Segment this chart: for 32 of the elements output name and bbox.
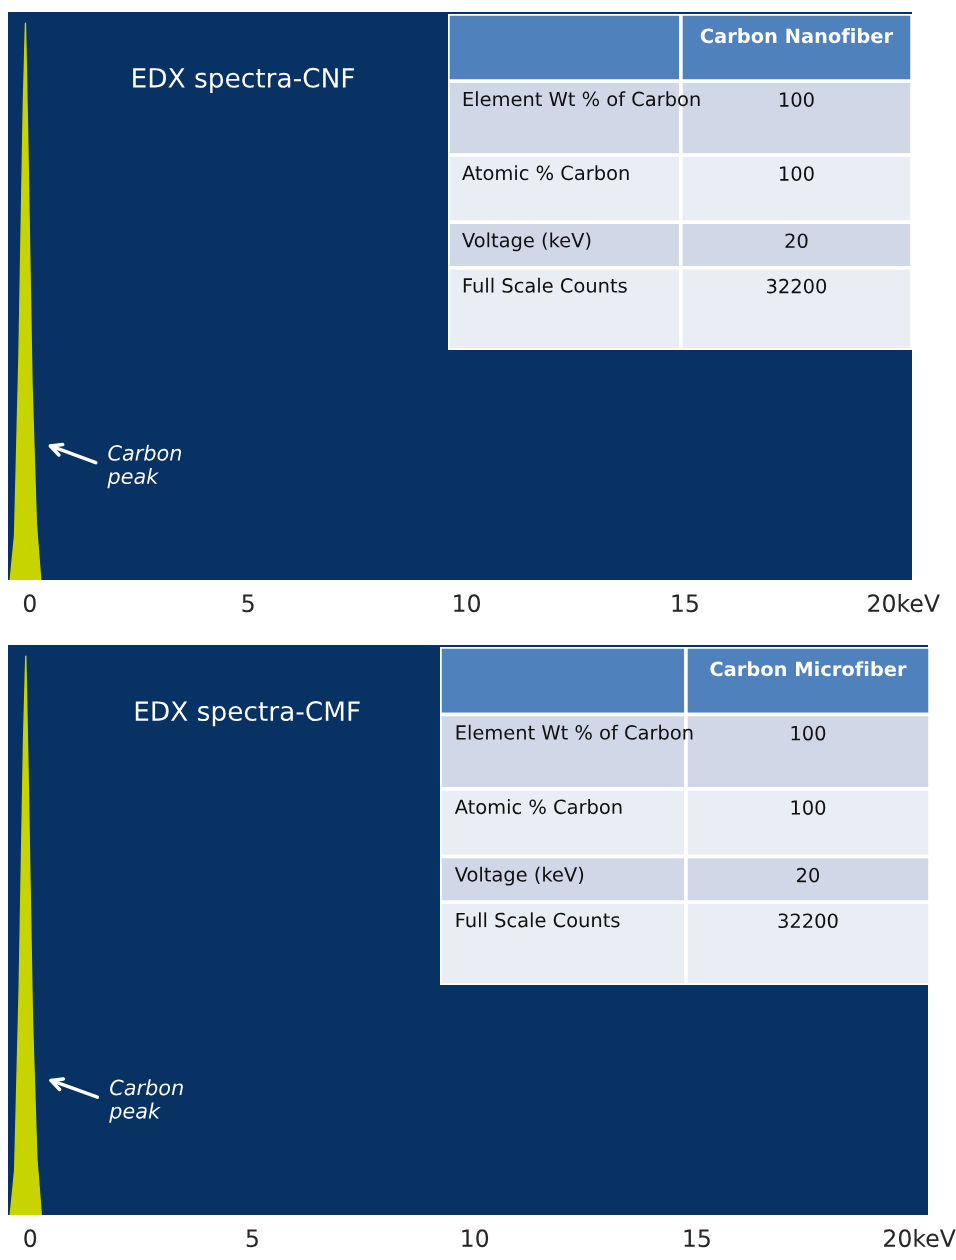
x-tick-label: 15: [684, 1229, 710, 1248]
annotation: Carbon Microfiber: [710, 661, 907, 677]
annotation: 100: [780, 166, 814, 181]
annotation: 100: [780, 92, 814, 107]
annotation: 20: [797, 867, 820, 883]
text: EDX spectra-CNF: [133, 67, 354, 93]
annotation: Carbon peak: [109, 1079, 183, 1123]
annotation: Voltage (keV): [454, 866, 584, 886]
annotation: 20: [785, 233, 808, 249]
annotation: 100: [791, 725, 826, 741]
x-tick-label: 15: [672, 594, 698, 613]
x-tick-label: 0: [24, 1229, 37, 1248]
x-tick-label: 0: [23, 594, 36, 613]
annotation: 32200: [767, 278, 827, 294]
annotation: Carbon Nanofiber: [700, 28, 894, 44]
annotation: 32200: [778, 913, 838, 929]
annotation: Element Wt % of Carbon: [463, 91, 700, 107]
annotation: Full Scale Counts: [456, 912, 620, 928]
annotation: Full Scale Counts: [463, 277, 627, 293]
x-tick-label: 5: [246, 1229, 258, 1248]
x-tick-label: 10: [462, 1229, 489, 1248]
annotation: Element Wt % of Carbon: [456, 724, 693, 740]
x-tick-label: 20keV: [884, 1228, 956, 1248]
annotation: Voltage (keV): [462, 232, 591, 252]
annotation: Atomic % Carbon: [462, 165, 629, 181]
annotation: Atomic % Carbon: [454, 799, 622, 815]
x-tick-label: 5: [242, 594, 254, 613]
text: EDX spectra-CMF: [135, 701, 360, 727]
annotation: Carbon peak: [107, 444, 182, 489]
annotation: 100: [791, 800, 826, 815]
x-tick-label: 10: [454, 594, 480, 613]
x-tick-label: 20keV: [868, 593, 940, 613]
